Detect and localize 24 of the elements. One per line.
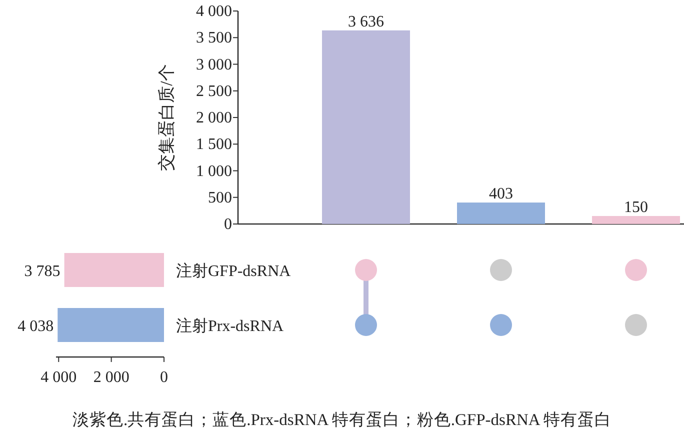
data-label: 3 785	[24, 263, 60, 280]
data-label: 4 038	[18, 318, 54, 335]
y-tick-label: 3 500	[196, 30, 232, 47]
y-tick-label: 1 000	[196, 162, 232, 180]
data-label: 403	[489, 186, 513, 203]
y-tick-label: 3 000	[196, 56, 232, 74]
y-tick-label: 4 000	[196, 3, 232, 20]
bar	[457, 202, 545, 224]
y-tick-label: 500	[208, 189, 232, 206]
y-tick-label: 0	[224, 216, 232, 233]
x-tick-label: 2 000	[93, 369, 130, 386]
data-label: 150	[624, 199, 648, 216]
y-axis-title: 交集蛋白质/个	[157, 64, 176, 171]
x-tick-label: 4 000	[40, 369, 77, 386]
data-label: 3 636	[348, 13, 384, 30]
bar	[592, 216, 680, 224]
y-tick-label: 注射Prx-dsRNA	[176, 317, 284, 335]
y-tick-label: 注射GFP-dsRNA	[176, 262, 292, 280]
bar	[322, 30, 410, 224]
y-tick-label: 2 500	[196, 82, 232, 100]
y-tick-label: 1 500	[196, 136, 232, 154]
x-tick-label: 0	[160, 369, 168, 386]
text: 淡紫色.共有蛋白；蓝色.Prx-dsRNA 特有蛋白；粉色.GFP-dsRNA 特有蛋白	[72, 410, 612, 429]
y-tick-label: 2 000	[196, 110, 232, 126]
